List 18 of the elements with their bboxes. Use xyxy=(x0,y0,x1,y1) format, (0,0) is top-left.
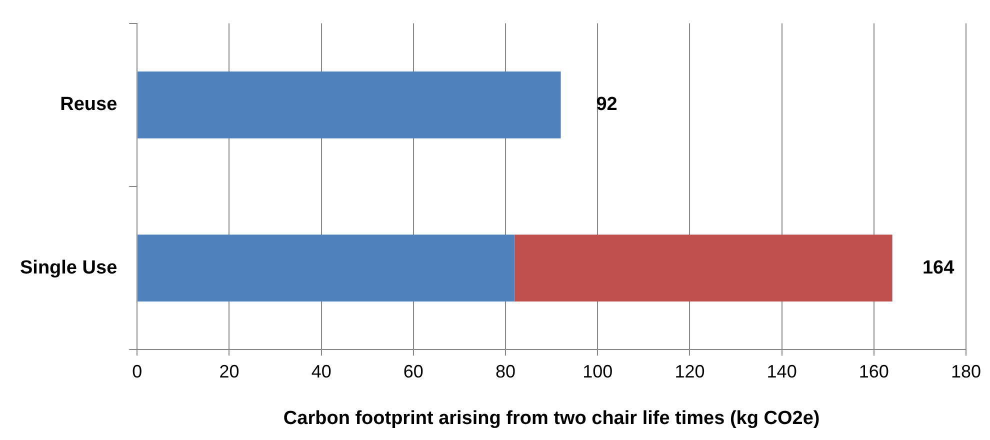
total-label: 92 xyxy=(596,94,618,116)
x-tick-label: 140 xyxy=(766,361,797,382)
x-tick-label: 160 xyxy=(858,361,889,382)
x-tick-label: 80 xyxy=(496,361,516,382)
x-tick-label: 20 xyxy=(219,361,240,382)
bar xyxy=(138,72,561,138)
x-tick-label: 100 xyxy=(582,361,613,382)
total-label: 164 xyxy=(922,257,955,278)
bar xyxy=(514,234,892,302)
x-axis-title: Carbon footprint arising from two chair life times (kg CO2e) xyxy=(283,408,820,429)
y-tick-label: Single Use xyxy=(20,257,118,278)
x-tick-label: 120 xyxy=(674,361,705,382)
bar xyxy=(138,234,515,302)
x-tick-label: 60 xyxy=(403,361,424,382)
x-tick-label: 0 xyxy=(132,361,142,382)
y-tick-label: Reuse xyxy=(60,94,118,116)
x-tick-label: 40 xyxy=(311,361,332,382)
x-tick-label: 180 xyxy=(950,361,982,382)
